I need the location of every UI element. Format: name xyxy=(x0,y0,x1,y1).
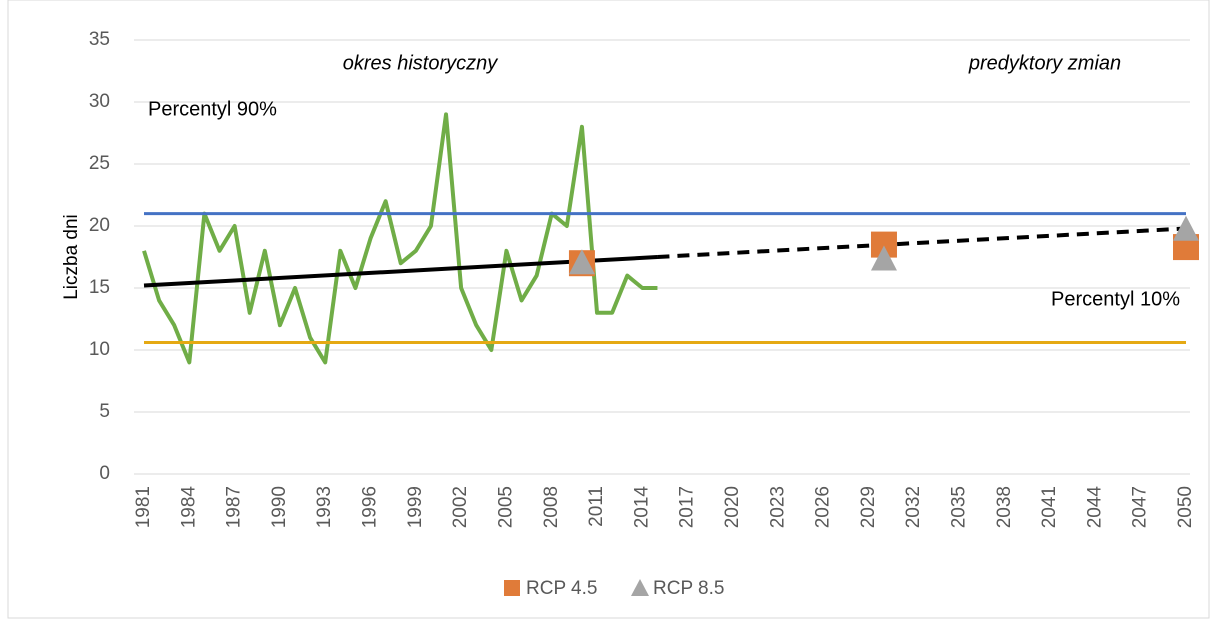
marker xyxy=(1173,215,1199,241)
x-tick-label: 2029 xyxy=(858,486,879,528)
x-tick-label: 1996 xyxy=(360,486,381,528)
x-tick-label: 1981 xyxy=(133,486,154,528)
x-tick-label: 2047 xyxy=(1130,486,1151,528)
chart-frame xyxy=(7,0,1210,619)
annotation: Percentyl 90% xyxy=(148,98,277,120)
y-axis-label: Liczba dni xyxy=(61,214,82,300)
x-tick-label: 2026 xyxy=(813,486,834,528)
x-tick-label: 2005 xyxy=(495,486,516,528)
marker xyxy=(870,245,897,271)
legend-marker xyxy=(631,579,649,596)
x-tick-label: 2002 xyxy=(450,486,471,528)
line xyxy=(657,226,1187,259)
x-tick-label: 2032 xyxy=(903,486,924,528)
x-tick-label: 2011 xyxy=(586,486,607,527)
x-tick-label: 1990 xyxy=(269,486,290,528)
y-tick-label: 5 xyxy=(99,401,110,422)
x-tick-label: 2023 xyxy=(767,486,788,528)
y-tick-label: 20 xyxy=(89,215,110,236)
x-tick-label: 1984 xyxy=(178,486,199,529)
x-tick-label: 1987 xyxy=(224,486,245,528)
y-tick-label: 0 xyxy=(99,463,110,484)
legend-label: RCP 4.5 xyxy=(526,578,597,599)
x-tick-label: 2014 xyxy=(631,486,652,529)
annotation: Percentyl 10% xyxy=(1051,288,1180,310)
legend-label: RCP 8.5 xyxy=(653,578,724,599)
legend-marker xyxy=(504,580,520,596)
annotation: predyktory zmian xyxy=(968,52,1121,74)
x-tick-label: 2050 xyxy=(1175,486,1196,528)
x-tick-label: 2041 xyxy=(1039,486,1060,528)
x-tick-label: 1999 xyxy=(405,486,426,528)
x-tick-label: 2020 xyxy=(722,486,743,528)
x-tick-label: 2017 xyxy=(677,486,698,528)
x-tick-label: 2038 xyxy=(994,486,1015,528)
y-tick-label: 25 xyxy=(89,153,110,174)
y-tick-label: 35 xyxy=(89,29,110,50)
y-tick-label: 10 xyxy=(89,339,110,360)
x-tick-label: 2008 xyxy=(541,486,562,528)
y-tick-label: 15 xyxy=(89,277,110,298)
y-tick-label: 30 xyxy=(89,91,110,112)
x-tick-label: 2044 xyxy=(1084,486,1105,529)
x-tick-label: 2035 xyxy=(948,486,969,528)
line xyxy=(142,112,658,365)
x-tick-label: 1993 xyxy=(314,486,335,528)
marker xyxy=(568,249,595,275)
annotation: okres historyczny xyxy=(343,52,498,74)
